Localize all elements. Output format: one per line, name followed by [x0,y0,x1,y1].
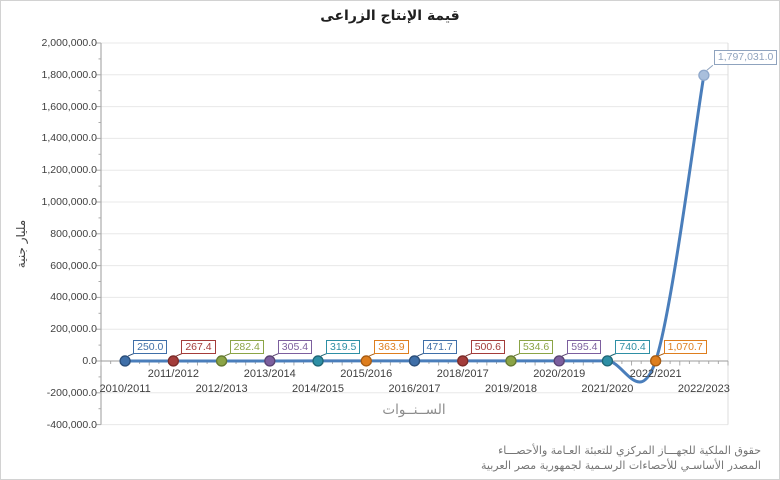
x-tick-label: 2015/2016 [340,368,393,380]
data-point-label: 471.7 [422,339,457,354]
copyright-line-1: حقوق الملكية للجهـــاز المركزي للتعبئة ا… [498,444,761,457]
data-point-label: 595.4 [567,339,602,354]
label-leader-line [706,64,714,71]
y-tick-label: 200,000.0 [50,323,97,336]
y-tick-label: 800,000.0 [50,227,97,240]
data-point-marker [215,355,228,367]
y-tick-label: 400,000.0 [50,291,97,304]
data-point-marker [553,355,565,367]
data-point-marker [360,355,372,367]
data-point-label: 740.4 [615,339,650,354]
y-tick-label: 0.0 [82,355,97,367]
y-tick-label: 2,000,000.0 [41,37,97,49]
y-tick-label: 600,000.0 [50,259,97,272]
y-tick-label: 1,600,000.0 [41,100,97,113]
data-point-label: 534.6 [518,339,554,354]
y-tick-label: 1,400,000.0 [41,132,97,145]
data-point-label: 363.9 [374,339,409,354]
x-tick-label: 2022/2021 [629,368,682,380]
data-point-label: 305.4 [277,339,313,354]
data-point-label: 267.4 [181,339,216,354]
data-point-marker [312,355,324,367]
data-point-marker [264,355,276,367]
data-point-marker [457,355,469,367]
x-tick-label: 2013/2014 [243,368,296,380]
data-point-marker [698,69,710,81]
y-tick-label: -400,000.0 [46,418,97,431]
y-tick-label: -200,000.0 [46,386,97,399]
data-point-marker [601,355,614,367]
y-tick-label: 1,200,000.0 [41,164,97,177]
data-point-marker [119,355,131,367]
x-tick-label: 2020/2019 [533,368,586,380]
x-tick-label: 2022/2023 [677,383,730,395]
data-point-label: 500.6 [470,339,505,354]
x-tick-label: 2016/2017 [388,383,441,395]
chart-title: قيمة الإنتاج الزراعى [320,8,460,24]
series-line [125,75,706,384]
x-tick-label: 2019/2018 [484,383,537,395]
data-point-label: 282.4 [229,339,264,354]
copyright-note: حقوق الملكية للجهـــاز المركزي للتعبئة ا… [481,443,761,473]
y-tick-label: 1,800,000.0 [41,68,97,81]
data-point-marker [167,355,179,367]
copyright-line-2: المصدر الأساسـي للأحصاءات الرسـمية لجمهو… [481,459,761,472]
data-point-label: 1,070.7 [663,339,707,354]
y-tick-label: 1,000,000.0 [41,196,97,208]
x-tick-label: 2021/2020 [581,383,634,395]
data-point-label: 319.5 [326,339,361,354]
x-tick-label: 2010/2011 [99,383,151,395]
x-tick-label: 2018/2017 [436,368,489,380]
x-tick-label: 2011/2012 [147,368,199,380]
data-point-marker [650,355,662,367]
x-tick-label: 2014/2015 [292,383,345,395]
data-point-marker [408,355,421,367]
data-point-label: 1,797,031.0 [713,50,778,65]
data-point-marker [505,355,517,367]
x-tick-label: 2012/2013 [195,383,248,395]
data-point-label: 250.0 [133,339,168,354]
x-axis-title: الســنــوات [382,402,446,418]
